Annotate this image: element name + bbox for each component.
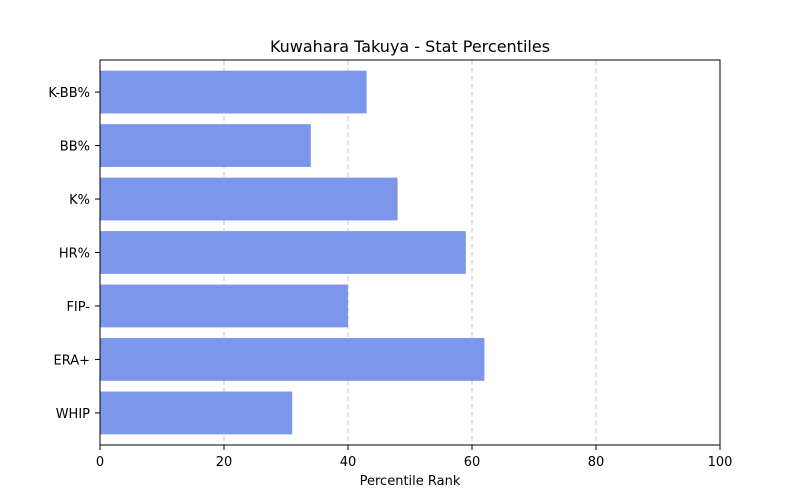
bar-bb	[100, 124, 311, 167]
bar-whip	[100, 391, 293, 435]
y-tick-label-0: K-BB%	[48, 86, 90, 101]
bars	[100, 70, 485, 435]
x-tick-label-4: 80	[588, 455, 605, 470]
y-tick-label-2: K%	[69, 193, 90, 208]
y-tick-label-1: BB%	[60, 140, 90, 155]
x-axis-ticks: 0 20 40 60 80 100	[96, 445, 733, 470]
chart-title: Kuwahara Takuya - Stat Percentiles	[270, 37, 550, 56]
bar-hr	[100, 231, 466, 274]
x-tick-label-2: 40	[340, 455, 357, 470]
x-tick-label-3: 60	[464, 455, 481, 470]
y-tick-label-4: FIP-	[66, 300, 90, 315]
x-tick-label-0: 0	[96, 455, 104, 470]
bar-k-bb	[100, 70, 367, 114]
x-tick-label-1: 20	[216, 455, 233, 470]
y-tick-label-5: ERA+	[53, 353, 90, 368]
x-axis-label: Percentile Rank	[360, 474, 461, 489]
bar-era	[100, 338, 485, 381]
y-tick-label-6: WHIP	[56, 407, 90, 422]
y-axis-ticks: K-BB% BB% K% HR% FIP- ERA+ WHIP	[48, 86, 100, 422]
x-tick-label-5: 100	[708, 455, 733, 470]
y-tick-label-3: HR%	[59, 247, 90, 262]
bar-fip	[100, 284, 348, 328]
bar-k	[100, 177, 398, 221]
